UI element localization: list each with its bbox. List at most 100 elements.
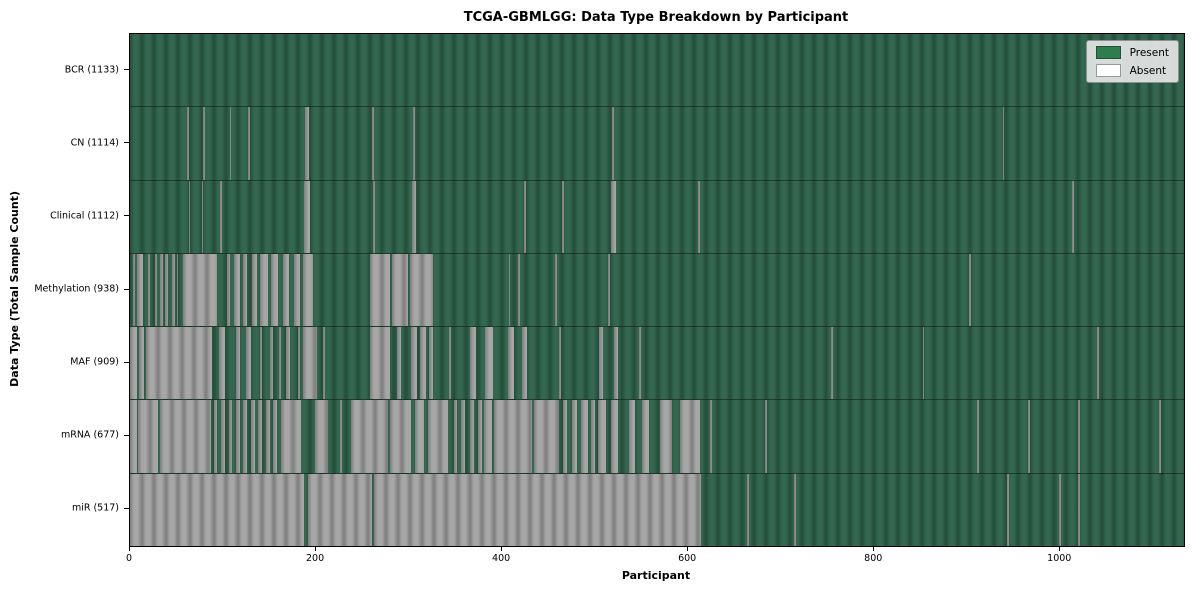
absent-segment	[1077, 400, 1080, 473]
legend-entry-present: Present	[1095, 46, 1169, 59]
row-mrna	[130, 400, 1184, 474]
legend-swatch-absent	[1095, 64, 1121, 77]
absent-segment	[236, 327, 240, 400]
absent-segment	[201, 180, 204, 253]
absent-segment	[251, 253, 257, 327]
x-tick	[687, 546, 689, 551]
absent-segment	[250, 400, 255, 473]
absent-segment	[597, 400, 607, 473]
y-tick	[124, 507, 129, 509]
x-tick	[873, 546, 875, 551]
absent-segment	[679, 400, 701, 473]
absent-segment	[581, 400, 588, 473]
absent-segment	[410, 327, 417, 400]
absent-segment	[220, 180, 223, 253]
absent-segment	[613, 327, 619, 400]
absent-segment	[219, 327, 225, 400]
absent-segment	[485, 327, 493, 400]
y-tick	[124, 215, 129, 217]
absent-segment	[638, 327, 641, 400]
absent-segment	[746, 473, 749, 546]
absent-segment	[351, 400, 388, 473]
absent-segment	[794, 473, 797, 546]
absent-segment	[698, 180, 701, 253]
absent-segment	[280, 400, 302, 473]
row-bcr	[130, 34, 1184, 108]
x-tick-marks	[129, 546, 1183, 551]
absent-segment	[370, 327, 391, 400]
y-tick	[124, 361, 129, 363]
absent-segment	[282, 253, 290, 327]
absent-segment	[171, 253, 175, 327]
absent-segment	[507, 327, 515, 400]
absent-segment	[188, 180, 191, 253]
absent-segment	[130, 400, 137, 473]
absent-segment	[558, 327, 561, 400]
absent-segment	[477, 400, 482, 473]
absent-segment	[132, 253, 135, 327]
y-tick	[124, 69, 129, 71]
absent-segment	[461, 400, 465, 473]
absent-segment	[265, 400, 270, 473]
absent-segment	[414, 400, 424, 473]
legend-entry-absent: Absent	[1095, 64, 1169, 77]
x-tick	[1059, 546, 1061, 551]
absent-segment	[269, 327, 274, 400]
x-tick-label-400: 400	[492, 553, 511, 564]
absent-segment	[139, 327, 144, 400]
y-tick-marks	[124, 33, 129, 545]
absent-segment	[303, 253, 314, 327]
absent-segment	[765, 400, 768, 473]
absent-segment	[221, 400, 225, 473]
absent-segment	[969, 253, 971, 327]
y-tick	[124, 288, 129, 290]
absent-segment	[340, 400, 343, 473]
y-tick	[124, 434, 129, 436]
absent-segment	[243, 400, 248, 473]
row-methylation	[130, 253, 1184, 328]
absent-segment	[176, 253, 179, 327]
absent-segment	[130, 327, 138, 400]
absent-segment	[392, 253, 409, 327]
absent-segment	[628, 400, 636, 473]
absent-segment	[521, 327, 528, 400]
absent-segment	[298, 327, 301, 400]
absent-segment	[371, 107, 374, 180]
absent-segment	[571, 400, 577, 473]
chart-title: TCGA-GBMLGG: Data Type Breakdown by Part…	[463, 10, 849, 25]
absent-segment	[304, 107, 309, 180]
x-tick-label-0: 0	[125, 553, 133, 564]
legend: Present Absent	[1085, 40, 1179, 83]
absent-segment	[428, 327, 434, 400]
absent-segment	[323, 327, 326, 400]
absent-segment	[611, 107, 614, 180]
absent-segment	[831, 327, 834, 400]
absent-segment	[286, 327, 290, 400]
absent-segment	[1097, 327, 1100, 400]
absent-segment	[203, 107, 206, 180]
absent-segment	[483, 400, 492, 473]
absent-segment	[524, 180, 527, 253]
absent-segment	[315, 400, 329, 473]
absent-segment	[273, 400, 277, 473]
x-tick-label-600: 600	[678, 553, 697, 564]
absent-segment	[710, 400, 713, 473]
x-tick	[501, 546, 503, 551]
y-tick	[124, 142, 129, 144]
absent-segment	[561, 180, 564, 253]
absent-segment	[610, 180, 616, 253]
absent-segment	[145, 327, 212, 400]
absent-segment	[977, 400, 980, 473]
absent-segment	[234, 253, 240, 327]
absent-segment	[186, 107, 189, 180]
absent-segment	[243, 253, 248, 327]
absent-segment	[427, 400, 449, 473]
x-axis-title: Participant	[621, 569, 691, 582]
absent-segment	[372, 180, 375, 253]
absent-segment	[922, 327, 925, 400]
absent-segment	[155, 253, 157, 327]
absent-segment	[228, 400, 233, 473]
absent-segment	[159, 253, 164, 327]
absent-segment	[411, 180, 416, 253]
absent-segment	[517, 253, 520, 327]
